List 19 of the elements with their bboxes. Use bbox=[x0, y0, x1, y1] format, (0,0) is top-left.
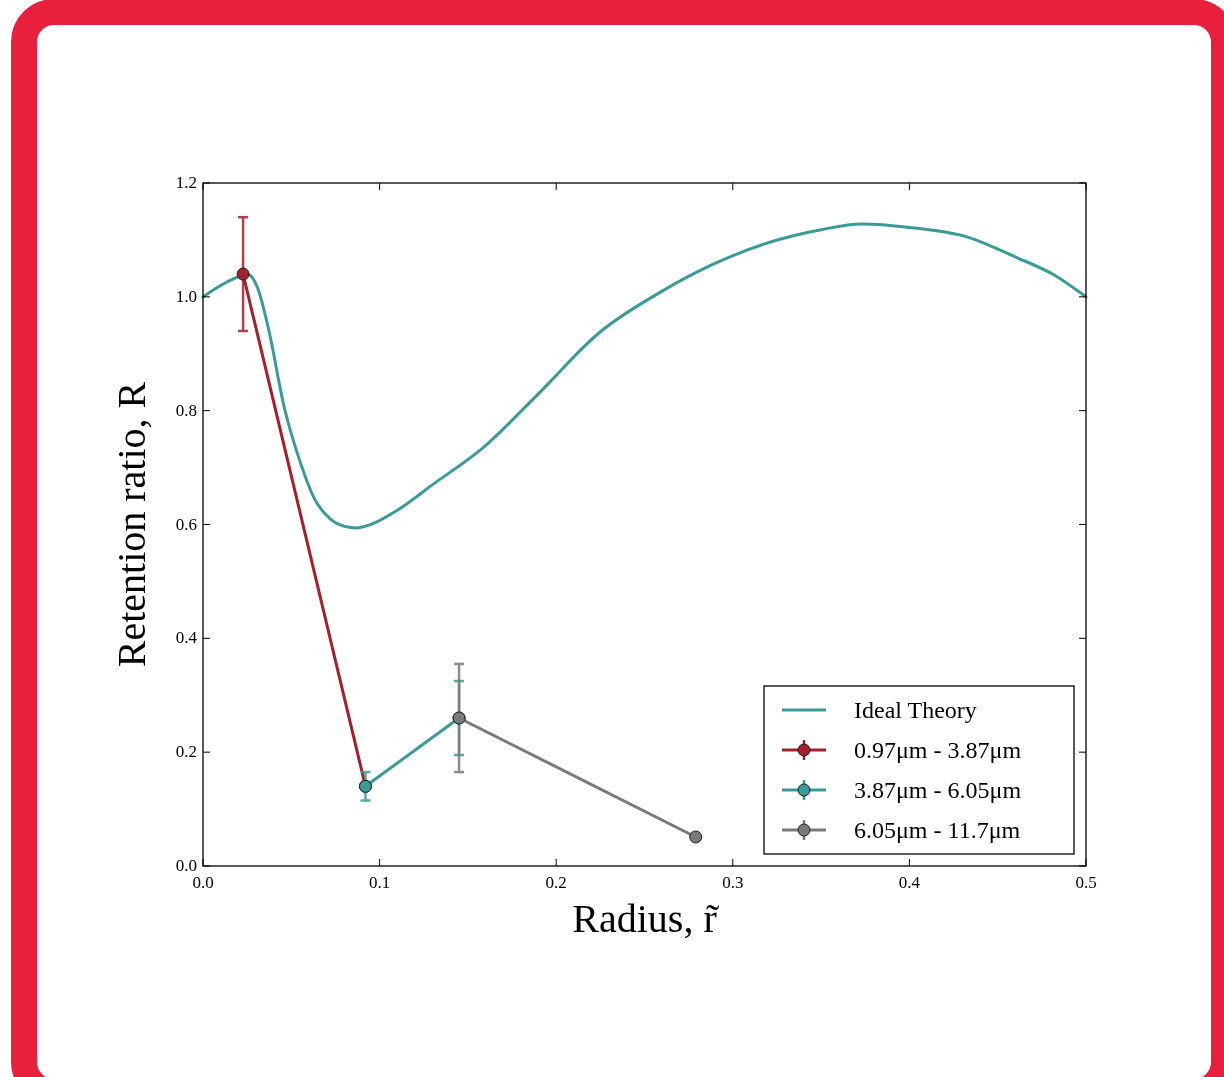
x-tick-label: 0.5 bbox=[1075, 873, 1097, 892]
y-tick-label: 1.2 bbox=[175, 173, 197, 192]
y-axis-title: Retention ratio, R bbox=[109, 381, 154, 668]
x-axis-title: Radius, r̃ bbox=[572, 896, 720, 941]
legend-label: 6.05μm - 11.7μm bbox=[854, 817, 1021, 843]
x-tick-label: 0.3 bbox=[722, 873, 744, 892]
legend-label: 3.87μm - 6.05μm bbox=[854, 777, 1022, 803]
y-tick-label: 0.6 bbox=[175, 514, 197, 534]
y-tick-label: 0.8 bbox=[175, 400, 197, 420]
y-tick-label: 0.0 bbox=[175, 856, 197, 875]
x-tick-label: 0.4 bbox=[898, 873, 921, 892]
y-tick-label: 0.4 bbox=[175, 628, 198, 648]
legend-label: 0.97μm - 3.87μm bbox=[854, 737, 1022, 763]
x-tick-label: 0.0 bbox=[192, 873, 214, 892]
legend-label: Ideal Theory bbox=[854, 697, 977, 723]
y-tick-label: 1.0 bbox=[175, 286, 197, 306]
y-tick-label: 0.2 bbox=[175, 742, 197, 762]
x-tick-label: 0.1 bbox=[368, 873, 391, 892]
x-tick-label: 0.2 bbox=[545, 873, 567, 892]
